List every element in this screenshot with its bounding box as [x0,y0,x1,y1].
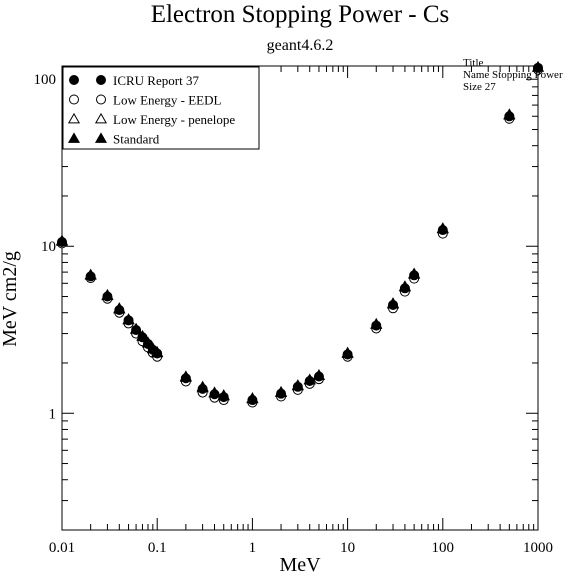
x-tick-label: 100 [432,540,455,556]
x-axis-label: MeV [279,554,321,574]
data-point [398,280,411,291]
data-point [303,373,316,385]
legend-label: Low Energy - penelope [113,112,235,127]
legend-marker [94,132,108,143]
x-tick-label: 0.01 [49,540,75,556]
legend-marker [69,94,79,105]
data-point [101,288,114,300]
data-point [436,222,449,233]
legend-marker [67,112,81,124]
legend-label: Standard [113,132,160,147]
y-tick-label: 100 [34,72,57,88]
legend-marker [96,75,106,85]
data-point [408,267,421,279]
data-point [113,302,126,313]
data-point [370,317,383,329]
data-point [503,108,516,119]
stats-line: Name Stopping Power [463,69,563,81]
legend: ICRU Report 37 Low Energy - EEDL Low Energ… [62,66,260,150]
data-point [84,268,97,280]
data-point [312,369,325,380]
legend-label: Low Energy - EEDL [113,93,221,108]
data-point [130,322,143,334]
data-point [141,336,155,347]
data-point [217,389,230,400]
legend-label: ICRU Report 37 [113,73,199,88]
x-tick-label: 0.1 [148,540,167,556]
legend-marker [69,75,79,85]
data-point [136,329,149,341]
data-point [341,346,354,358]
data-point [151,346,164,357]
legend-marker [96,94,106,105]
plot-frame [61,65,539,531]
data-point [291,379,304,390]
data-point [122,313,135,324]
data-point [386,297,400,308]
x-tick-label: 1 [249,540,257,556]
data-point [275,385,288,397]
y-axis-label: MeV cm2/g [0,251,21,347]
legend-marker [67,132,81,143]
stats-line: Title [463,57,484,69]
stats-line: Size 27 [463,81,496,93]
data-point [208,386,221,397]
x-tick-label: 1000 [523,540,553,556]
data-point [246,392,259,403]
legend-frame [62,66,260,150]
data-point [531,61,545,72]
data-point [196,380,209,392]
x-tick-label: 10 [340,540,355,556]
legend-marker [94,112,108,124]
chart-subtitle: geant4.6.2 [267,37,334,54]
data-point [179,370,192,381]
y-tick-label: 10 [41,239,56,255]
y-tick-label: 1 [49,406,57,422]
data-point [55,234,69,246]
chart-title: Electron Stopping Power - Cs [151,1,450,28]
